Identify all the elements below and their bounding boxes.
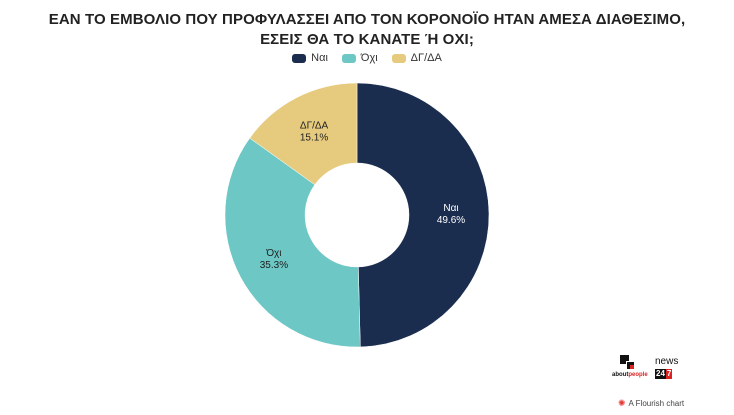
- legend-swatch-no: [341, 53, 356, 63]
- legend-item-no[interactable]: Όχι: [341, 52, 378, 64]
- donut-slice-dk[interactable]: [249, 82, 358, 186]
- news247-logo: news 24 7: [655, 357, 687, 379]
- flourish-credit-text: A Flourish chart: [628, 399, 685, 408]
- legend-swatch-yes: [292, 53, 307, 63]
- aboutpeople-logo-text-b: people: [628, 372, 648, 378]
- legend-item-dk[interactable]: ΔΓ/ΔΑ: [391, 52, 442, 64]
- flourish-credit[interactable]: ✺ A Flourish chart: [618, 398, 684, 409]
- chart-legend: Ναι Όχι ΔΓ/ΔΑ: [0, 52, 734, 64]
- news247-logo-text: news: [655, 356, 679, 367]
- news247-badge-7: 7: [665, 369, 673, 379]
- flourish-icon: ✺: [618, 398, 626, 408]
- legend-swatch-dk: [391, 53, 406, 63]
- slice-label-yes: Ναι: [443, 203, 458, 214]
- legend-label-no: Όχι: [360, 52, 378, 64]
- slice-label-dk: ΔΓ/ΔΑ: [300, 120, 329, 131]
- slice-label-no: Όχι: [265, 248, 281, 259]
- donut-slice-yes[interactable]: [356, 82, 490, 348]
- slice-value-no: 35.3%: [260, 260, 288, 271]
- chart-title: ΕΑΝ ΤΟ ΕΜΒΟΛΙΟ ΠΟΥ ΠΡΟΦΥΛΑΣΣΕΙ ΑΠΟ ΤΟΝ Κ…: [48, 11, 686, 48]
- legend-label-yes: Ναι: [311, 52, 328, 64]
- aboutpeople-logo-text-a: about: [612, 372, 629, 378]
- aboutpeople-mark-icon: [620, 355, 636, 371]
- donut-slice-no[interactable]: [224, 137, 361, 348]
- publisher-logos: aboutpeople news 24 7: [612, 355, 692, 385]
- legend-label-dk: ΔΓ/ΔΑ: [410, 52, 442, 64]
- slice-value-yes: 49.6%: [437, 215, 465, 226]
- news247-badge-24: 24: [655, 369, 666, 379]
- legend-item-yes[interactable]: Ναι: [292, 52, 328, 64]
- slice-value-dk: 15.1%: [300, 132, 328, 143]
- aboutpeople-logo: aboutpeople: [612, 355, 648, 383]
